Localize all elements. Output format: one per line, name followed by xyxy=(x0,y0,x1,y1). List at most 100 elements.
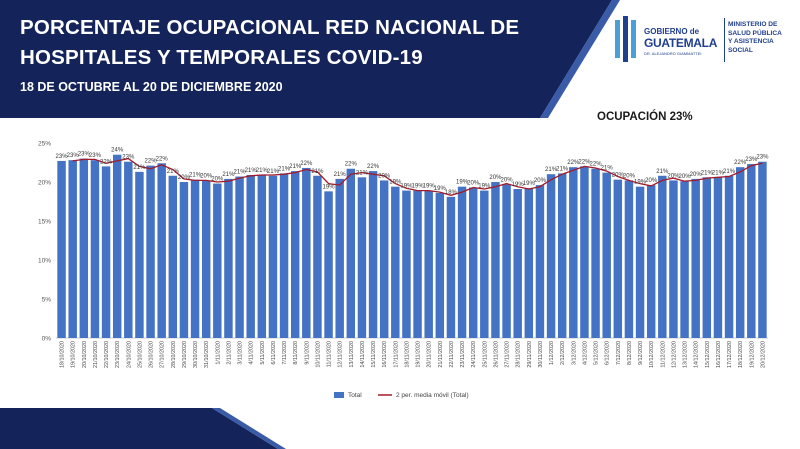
bar xyxy=(201,180,211,338)
data-label: 19% xyxy=(400,184,413,190)
bar xyxy=(502,184,511,338)
bar xyxy=(580,166,589,338)
x-tick-label: 22/11/2020 xyxy=(449,341,455,368)
bar xyxy=(424,190,433,338)
bar xyxy=(446,196,456,338)
bar xyxy=(357,177,367,338)
x-tick-label: 20/12/2020 xyxy=(760,341,766,368)
bar xyxy=(535,185,545,338)
x-axis-ticks: 18/10/2020 19/10/2020 20/10/2020 21/10/2020… xyxy=(60,341,767,368)
data-label: 23% xyxy=(756,155,769,161)
legend-swatch-total xyxy=(334,392,344,398)
x-tick-label: 1/12/2020 xyxy=(549,341,555,365)
x-tick-label: 30/11/2020 xyxy=(538,341,544,368)
data-label: 22% xyxy=(145,159,158,165)
data-label: 22% xyxy=(590,162,603,168)
bar xyxy=(112,154,122,338)
bar xyxy=(658,175,667,338)
x-tick-label: 21/11/2020 xyxy=(438,341,444,368)
logo-divider xyxy=(724,18,725,62)
data-label: 19% xyxy=(412,184,425,190)
data-label: 19% xyxy=(634,180,647,186)
bar xyxy=(524,188,534,338)
bar xyxy=(391,186,400,338)
data-label: 21% xyxy=(245,168,258,174)
data-label: 20% xyxy=(211,177,224,183)
data-label: 20% xyxy=(623,173,636,179)
bar xyxy=(290,171,300,338)
bar xyxy=(190,179,200,338)
bar xyxy=(213,183,222,338)
bar xyxy=(79,158,89,338)
bar xyxy=(602,172,611,338)
x-tick-label: 27/11/2020 xyxy=(505,341,511,368)
data-labels: 23% 23% 23% 23%22%24%23%21%22% 22%21%20% 21% 2… xyxy=(56,148,770,196)
x-tick-label: 9/11/2020 xyxy=(304,341,310,365)
data-label: 21% xyxy=(601,166,614,172)
flag-columns-icon xyxy=(615,16,636,62)
x-tick-label: 18/11/2020 xyxy=(404,341,410,368)
bar xyxy=(179,182,189,338)
x-tick-label: 27/10/2020 xyxy=(160,341,166,368)
data-label: 21% xyxy=(556,166,569,172)
x-tick-label: 10/11/2020 xyxy=(315,341,321,368)
x-tick-label: 15/12/2020 xyxy=(705,341,711,368)
x-tick-label: 11/12/2020 xyxy=(660,341,666,368)
data-label: 21% xyxy=(133,165,146,171)
chart-subtitle: 18 DE OCTUBRE AL 20 DE DICIEMBRE 2020 xyxy=(20,80,283,94)
x-tick-label: 18/10/2020 xyxy=(60,341,66,368)
data-label: 22% xyxy=(578,159,591,165)
bar xyxy=(569,167,578,338)
x-tick-label: 23/11/2020 xyxy=(460,341,466,368)
data-label: 23% xyxy=(78,152,91,158)
data-label: 19% xyxy=(478,184,491,190)
data-label: 21% xyxy=(701,170,714,176)
bar xyxy=(90,160,100,338)
ministry-line: MINISTERIO DE xyxy=(728,21,778,28)
bar xyxy=(557,173,567,338)
y-tick-label: 25% xyxy=(38,141,51,148)
bar xyxy=(624,180,634,338)
ministry-line: SALUD PÚBLICA xyxy=(728,29,782,37)
x-tick-label: 6/11/2020 xyxy=(271,341,277,365)
data-label: 23% xyxy=(122,155,135,161)
x-tick-label: 7/11/2020 xyxy=(282,341,288,365)
ministry-name: MINISTERIO DE SALUD PÚBLICA Y ASISTENCIA… xyxy=(728,21,794,55)
bar xyxy=(57,160,66,338)
footer-band xyxy=(0,408,286,449)
data-label: 22% xyxy=(345,162,358,168)
data-label: 21% xyxy=(278,166,291,172)
bar xyxy=(669,180,678,338)
x-tick-label: 19/11/2020 xyxy=(416,341,422,368)
legend-label-total: Total xyxy=(348,392,362,399)
data-label: 20% xyxy=(378,173,391,179)
data-label: 22% xyxy=(734,160,747,166)
x-tick-label: 11/11/2020 xyxy=(327,341,333,367)
x-tick-label: 18/12/2020 xyxy=(738,341,744,368)
data-label: 21% xyxy=(267,169,280,175)
logo-line2: GUATEMALA xyxy=(644,36,718,50)
bars xyxy=(57,154,767,338)
data-label: 21% xyxy=(334,172,347,178)
data-label: 21% xyxy=(167,169,180,175)
bar xyxy=(313,175,322,338)
bar xyxy=(435,192,445,338)
data-label: 21% xyxy=(656,169,669,175)
bar xyxy=(691,178,700,338)
data-label: 21% xyxy=(545,167,558,173)
x-tick-label: 3/11/2020 xyxy=(238,341,244,365)
x-tick-label: 22/10/2020 xyxy=(104,341,110,368)
x-tick-label: 14/12/2020 xyxy=(694,341,700,368)
moving-average-line xyxy=(72,157,763,196)
moving-average xyxy=(72,157,763,196)
data-label: 21% xyxy=(256,168,269,174)
bar xyxy=(468,187,478,338)
data-label: 20% xyxy=(645,178,658,184)
x-tick-label: 7/12/2020 xyxy=(616,341,622,365)
data-label: 22% xyxy=(100,159,113,165)
x-tick-label: 10/12/2020 xyxy=(649,341,655,368)
bar xyxy=(724,175,734,338)
occupancy-label: OCUPACIÓN 23% xyxy=(597,111,693,123)
data-label: 21% xyxy=(289,164,302,170)
data-label: 21% xyxy=(189,173,202,179)
